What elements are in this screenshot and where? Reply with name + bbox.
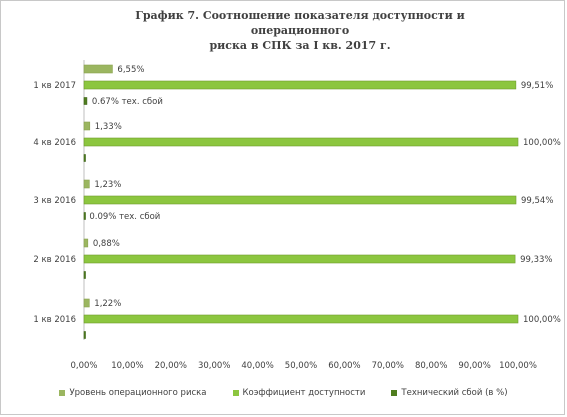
bar [83, 298, 90, 308]
data-label: 1,33% [95, 122, 122, 132]
bar [83, 64, 113, 74]
bar [83, 137, 519, 147]
y-category-label: 4 кв 2016 [33, 138, 76, 148]
bar [83, 195, 517, 205]
x-tick-label: 100,00% [499, 361, 537, 371]
legend-item: Уровень операционного риска [59, 388, 207, 398]
bar [83, 97, 88, 105]
legend-label: Уровень операционного риска [69, 388, 207, 398]
legend-swatch [232, 390, 239, 396]
data-label: 0.67% тех. сбой [92, 97, 163, 107]
y-category-label: 1 кв 2016 [33, 315, 76, 325]
x-tick-label: 70,00% [372, 361, 404, 371]
data-label: 100,00% [523, 138, 561, 148]
x-tick-label: 30,00% [198, 361, 230, 371]
y-category-label: 2 кв 2016 [33, 255, 76, 265]
bar [83, 154, 86, 162]
bar [83, 121, 91, 131]
x-tick-label: 40,00% [241, 361, 273, 371]
x-tick-label: 90,00% [458, 361, 490, 371]
bar [83, 331, 86, 339]
data-label: 0,88% [93, 239, 120, 249]
x-tick-label: 0,00% [70, 361, 97, 371]
bar [83, 314, 519, 324]
data-label: 1,22% [94, 299, 121, 309]
bar [83, 179, 90, 189]
bar [83, 212, 86, 220]
chart-legend: Уровень операционного риска Коэффициент д… [0, 388, 567, 398]
legend-swatch [59, 390, 66, 396]
legend-label: Технический сбой (в %) [401, 388, 508, 398]
x-tick-label: 10,00% [111, 361, 143, 371]
y-category-label: 1 кв 2017 [33, 81, 76, 91]
x-tick-label: 80,00% [415, 361, 447, 371]
data-label: 99,33% [520, 255, 552, 265]
chart-title: График 7. Соотношение показателя доступн… [135, 9, 465, 52]
legend-item: Коэффициент доступности [232, 388, 366, 398]
data-label: 0.09% тех. сбой [89, 212, 160, 222]
x-tick-label: 20,00% [155, 361, 187, 371]
bar [83, 238, 89, 248]
x-tick-label: 60,00% [328, 361, 360, 371]
bar [83, 254, 516, 264]
data-label: 99,51% [521, 81, 553, 91]
y-category-label: 3 кв 2016 [33, 196, 76, 206]
legend-label: Коэффициент доступности [242, 388, 366, 398]
data-label: 100,00% [523, 315, 561, 325]
data-label: 6,55% [117, 65, 144, 75]
data-label: 1,23% [94, 180, 121, 190]
bar [83, 271, 86, 279]
legend-item: Технический сбой (в %) [391, 388, 508, 398]
bar [83, 80, 517, 90]
legend-swatch [391, 390, 398, 396]
x-tick-label: 50,00% [285, 361, 317, 371]
data-label: 99,54% [521, 196, 553, 206]
